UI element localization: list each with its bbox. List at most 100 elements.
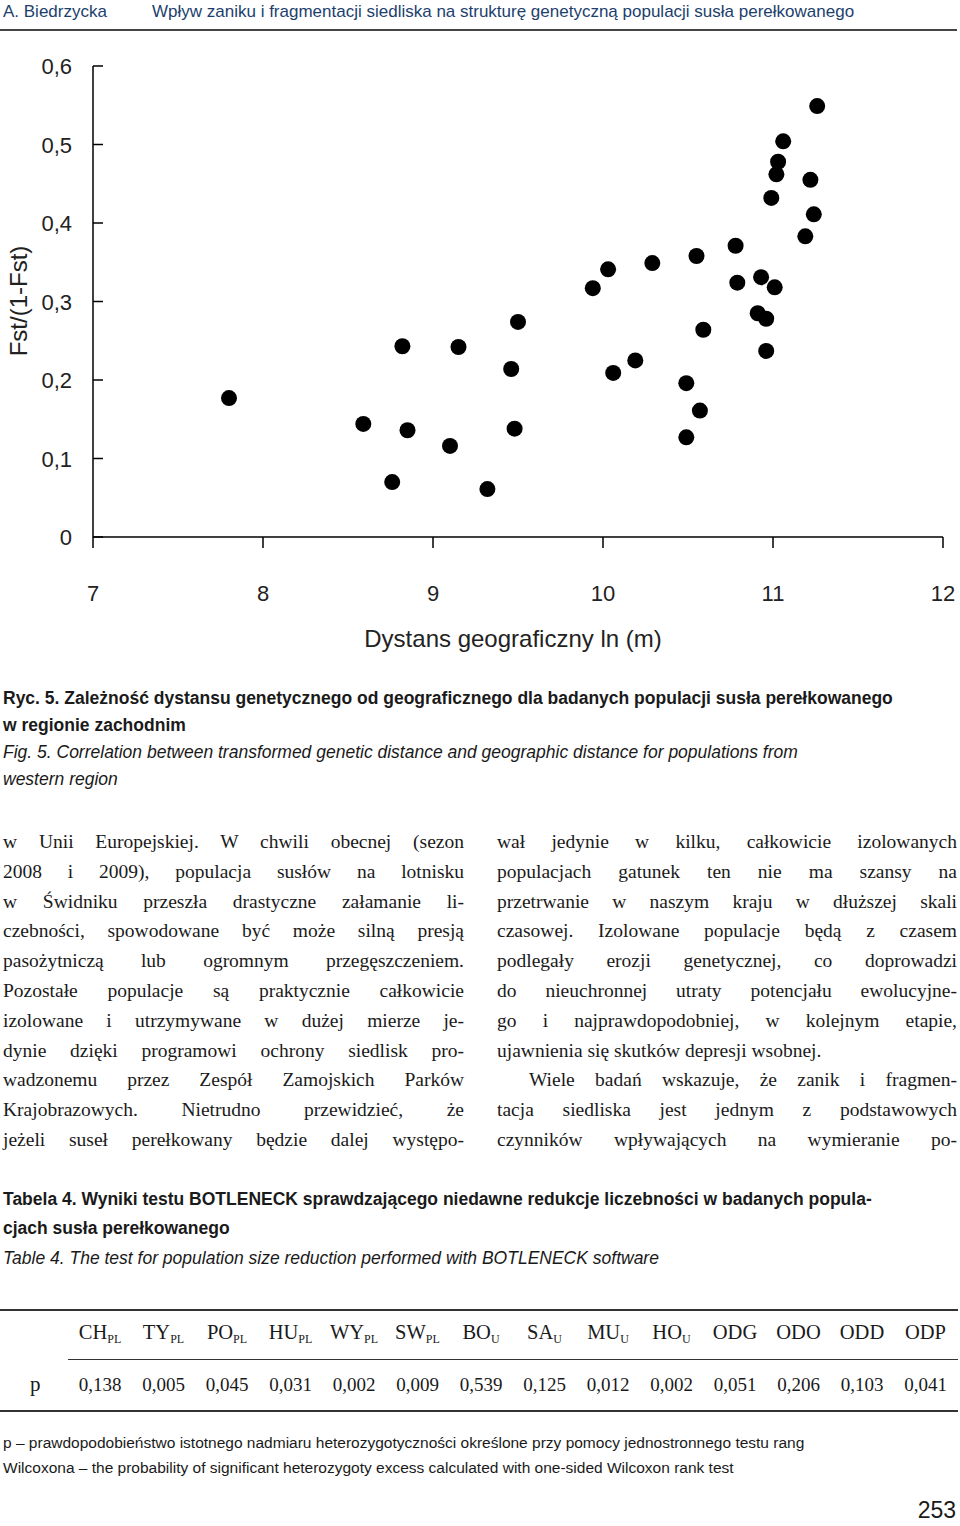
point [507, 421, 523, 437]
figure-caption-en: Fig. 5. Correlation between transformed … [3, 742, 798, 763]
point [678, 429, 694, 445]
point [729, 275, 745, 291]
table-header-name: MU [587, 1321, 620, 1343]
table-rule-bottom [0, 1410, 958, 1412]
table-header: CHPL [60, 1321, 140, 1347]
point [753, 269, 769, 285]
point [394, 338, 410, 354]
table-header-name: ODP [905, 1321, 946, 1343]
header-title: Wpływ zaniku i fragmentacji siedliska na… [152, 2, 854, 22]
x-tick [262, 537, 264, 548]
y-tick-label: 0,5 [41, 133, 72, 158]
table-header-sub: U [620, 1332, 629, 1346]
table-cell: 0,031 [251, 1374, 331, 1396]
table-cell: 0,005 [124, 1374, 204, 1396]
point [442, 438, 458, 454]
body-line: tacja siedliska jest jednym z podstawowy… [497, 1096, 957, 1124]
point [767, 279, 783, 295]
point [758, 311, 774, 327]
figure-caption-en: western region [3, 769, 118, 790]
point [692, 403, 708, 419]
table-header: MUU [568, 1321, 648, 1347]
header-rule [0, 29, 957, 31]
table-cell: 0,045 [187, 1374, 267, 1396]
point [355, 416, 371, 432]
y-tick [93, 301, 103, 303]
body-line: Krajobrazowych. Nietrudno przewidzieć, ż… [3, 1096, 464, 1124]
y-tick [93, 536, 103, 538]
y-tick [93, 222, 103, 224]
footnote: Wilcoxona – the probability of significa… [3, 1459, 734, 1477]
point [695, 322, 711, 338]
body-line: 2008 i 2009), populacja susłów na lotnis… [3, 858, 464, 886]
y-tick [93, 144, 103, 146]
body-line: przetrwanie w naszym kraju w dłuższej sk… [497, 888, 957, 916]
x-tick-label: 8 [257, 581, 269, 606]
point [728, 238, 744, 254]
table-header-sub: PL [233, 1332, 247, 1346]
point [797, 228, 813, 244]
y-tick [93, 65, 103, 67]
point [585, 280, 601, 296]
point [644, 255, 660, 271]
table-caption-pl: cjach susła perełkowanego [3, 1218, 230, 1239]
x-tick [92, 537, 94, 548]
table-header-name: HU [269, 1321, 299, 1343]
table-header-name: HO [652, 1321, 682, 1343]
body-line: jeżeli suseł perełkowany będzie dalej wy… [3, 1126, 464, 1154]
y-tick-label: 0,1 [41, 447, 72, 472]
y-tick-label: 0,6 [41, 54, 72, 79]
footnote: p – prawdopodobieństwo istotnego nadmiar… [3, 1434, 804, 1452]
table-row-label: p [30, 1372, 41, 1397]
table-header-name: ODG [713, 1321, 757, 1343]
point [600, 261, 616, 277]
point [451, 339, 467, 355]
body-line: czasowej. Izolowane populacje będą z cza… [497, 917, 957, 945]
table-header-sub: PL [170, 1332, 184, 1346]
x-axis-line [93, 536, 943, 538]
table-header-name: ODD [840, 1321, 884, 1343]
table-header: SWPL [378, 1321, 458, 1347]
table-header: HOU [632, 1321, 712, 1347]
body-line: Wiele badań wskazuje, że zanik i fragmen… [529, 1066, 957, 1094]
x-axis-title: Dystans geograficzny ln (m) [364, 625, 661, 652]
scatter-chart: 00,10,20,30,40,50,6789101112Dystans geog… [0, 0, 960, 670]
table-header-name: WY [330, 1321, 364, 1343]
point [689, 248, 705, 264]
x-tick-label: 9 [427, 581, 439, 606]
table-cell: 0,009 [378, 1374, 458, 1396]
point [770, 154, 786, 170]
y-tick [93, 379, 103, 381]
table-header: POPL [187, 1321, 267, 1347]
table-header-name: SA [527, 1321, 553, 1343]
y-tick-label: 0,4 [41, 211, 72, 236]
y-tick-label: 0 [60, 525, 72, 550]
body-line: podlegały erozji genetycznej, co doprowa… [497, 947, 957, 975]
table-header-sub: U [491, 1332, 500, 1346]
figure-caption-pl: Ryc. 5. Zależność dystansu genetycznego … [3, 688, 893, 709]
point [806, 206, 822, 222]
table-header: BOU [441, 1321, 521, 1347]
table-cell: 0,041 [886, 1374, 960, 1396]
body-line: wadzonemu przez Zespół Zamojskich Parków [3, 1066, 464, 1094]
point [221, 390, 237, 406]
table-rule-mid [68, 1359, 958, 1360]
x-tick-label: 12 [931, 581, 955, 606]
table-header-sub: PL [426, 1332, 440, 1346]
body-line: w Unii Europejskiej. W chwili obecnej (s… [3, 828, 464, 856]
table-cell: 0,012 [568, 1374, 648, 1396]
body-line: czebności, spowodowane być może silną pr… [3, 917, 464, 945]
table-header-sub: PL [107, 1332, 121, 1346]
table-header-name: SW [395, 1321, 426, 1343]
figure-caption-pl: w regionie zachodnim [3, 715, 186, 736]
x-tick-label: 7 [87, 581, 99, 606]
table-header: ODP [886, 1321, 960, 1344]
table-header-name: TY [143, 1321, 170, 1343]
table-header: ODO [759, 1321, 839, 1344]
table-cell: 0,125 [505, 1374, 585, 1396]
table-header: HUPL [251, 1321, 331, 1347]
y-tick [93, 458, 103, 460]
body-line: ujawnienia się skutków depresji wsobnej. [497, 1037, 957, 1065]
table-caption-pl: Tabela 4. Wyniki testu BOTLENECK sprawdz… [3, 1189, 872, 1210]
table-cell: 0,138 [60, 1374, 140, 1396]
